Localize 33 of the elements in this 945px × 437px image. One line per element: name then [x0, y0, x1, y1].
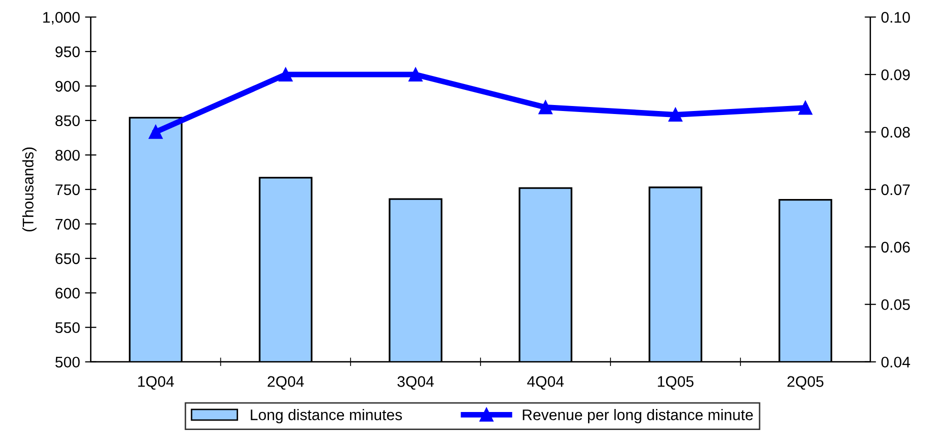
y-tick-label: 950	[56, 46, 80, 58]
y2-tick-label: 0.04	[881, 356, 910, 368]
y-tick-label: 650	[56, 253, 80, 264]
y-axis-title: (Thousands)	[22, 148, 37, 232]
y2-tick-label: 0.06	[881, 242, 910, 253]
y2-tick-label: 0.10	[881, 12, 910, 23]
point	[798, 100, 812, 115]
point	[538, 100, 552, 114]
point	[148, 125, 163, 139]
y-tick-label: 750	[56, 184, 80, 196]
point	[278, 68, 293, 82]
point	[408, 68, 423, 82]
y-tick-label: 550	[55, 322, 80, 334]
x-tick-label: 3Q04	[397, 376, 434, 390]
legend-label: Long distance minutes	[250, 409, 402, 424]
x-tick-label: 2Q05	[787, 376, 824, 390]
legend-label: Revenue per long distance minute	[522, 409, 753, 424]
x-tick-label: 1Q04	[138, 376, 174, 390]
y-tick-label: 700	[56, 218, 80, 230]
y-tick-label: 850	[55, 115, 80, 126]
y-tick-label: 900	[56, 80, 80, 92]
y-tick-label: 600	[56, 288, 80, 299]
y2-tick-label: 0.07	[881, 184, 910, 196]
y-tick-label: 500	[55, 356, 80, 368]
y-tick-label: 800	[55, 150, 80, 161]
point	[668, 108, 682, 122]
x-tick-label: 2Q04	[268, 376, 304, 390]
y2-tick-label: 0.09	[881, 69, 910, 80]
x-tick-label: 1Q05	[658, 376, 694, 390]
x-tick-label: 4Q04	[527, 376, 564, 390]
y2-tick-label: 0.08	[881, 126, 910, 138]
y-tick-label: 1,000	[43, 12, 80, 25]
y2-tick-label: 0.05	[881, 299, 910, 310]
